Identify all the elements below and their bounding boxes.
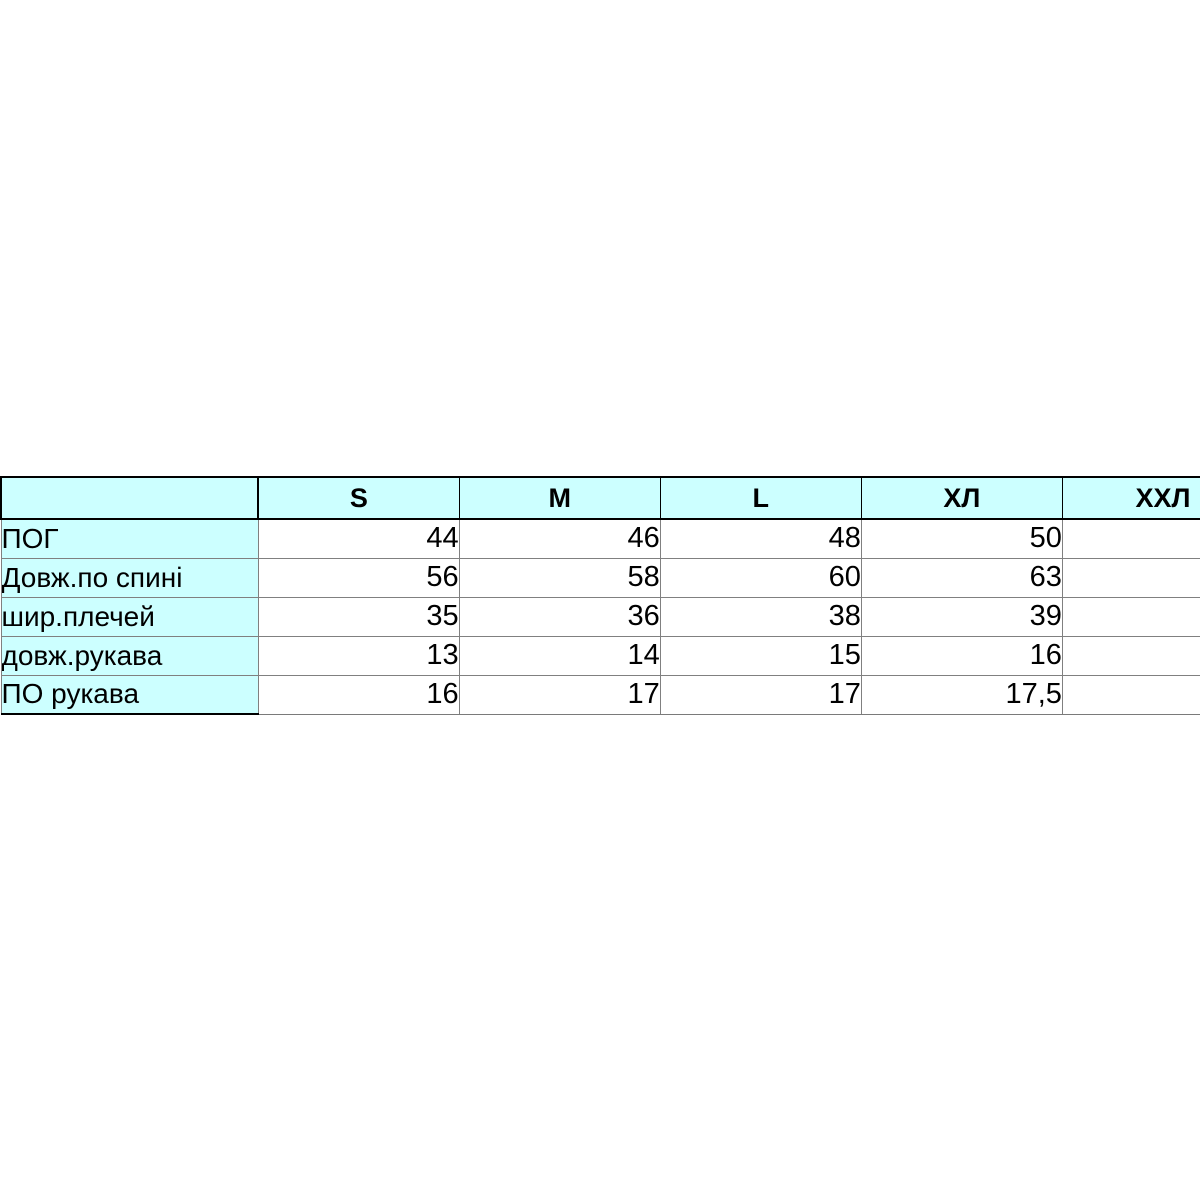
column-header-s: S [257,476,460,520]
cell-shoulder-width-xl: 39 [860,596,1063,637]
cell-sleeve-length-s: 13 [257,635,460,676]
cell-pog-xxl: 52 [1061,518,1200,559]
size-chart-container: S M L ХЛ ХХЛ ПОГ 44 46 48 50 52 Довж.по … [0,476,1200,715]
cell-sleeve-girth-s: 16 [257,674,460,715]
cell-pog-m: 46 [458,518,661,559]
cell-sleeve-girth-xl: 17,5 [860,674,1063,715]
row-label-sleeve-girth: ПО рукава [0,674,259,715]
cell-sleeve-length-xl: 16 [860,635,1063,676]
row-label-pog: ПОГ [0,518,259,559]
table-corner-cell [0,476,260,520]
measurements-table: S M L ХЛ ХХЛ ПОГ 44 46 48 50 52 Довж.по … [0,476,1200,715]
cell-back-length-s: 56 [257,557,460,598]
cell-sleeve-girth-l: 17 [659,674,862,715]
cell-sleeve-length-xxl: 17 [1061,635,1200,676]
cell-back-length-xl: 63 [860,557,1063,598]
cell-sleeve-girth-m: 17 [458,674,661,715]
cell-shoulder-width-xxl: 40 [1061,596,1200,637]
cell-pog-l: 48 [659,518,862,559]
cell-sleeve-length-m: 14 [458,635,661,676]
table-row: Довж.по спині 56 58 60 63 66 [0,557,1200,598]
table-row: ПО рукава 16 17 17 17,5 17,5 [0,674,1200,715]
table-row: шир.плечей 35 36 38 39 40 [0,596,1200,637]
cell-back-length-m: 58 [458,557,661,598]
cell-shoulder-width-l: 38 [659,596,862,637]
table-row: довж.рукава 13 14 15 16 17 [0,635,1200,676]
cell-back-length-xxl: 66 [1061,557,1200,598]
row-label-back-length: Довж.по спині [0,557,259,598]
table-row: ПОГ 44 46 48 50 52 [0,518,1200,559]
column-header-l: L [659,476,862,520]
cell-sleeve-girth-xxl: 17,5 [1061,674,1200,715]
cell-pog-s: 44 [257,518,460,559]
column-header-xxl: ХХЛ [1061,476,1200,520]
cell-shoulder-width-s: 35 [257,596,460,637]
row-label-sleeve-length: довж.рукава [0,635,259,676]
table-header-row: S M L ХЛ ХХЛ [0,476,1200,520]
cell-sleeve-length-l: 15 [659,635,862,676]
cell-pog-xl: 50 [860,518,1063,559]
cell-back-length-l: 60 [659,557,862,598]
column-header-xl: ХЛ [860,476,1063,520]
column-header-m: M [458,476,661,520]
cell-shoulder-width-m: 36 [458,596,661,637]
row-label-shoulder-width: шир.плечей [0,596,259,637]
